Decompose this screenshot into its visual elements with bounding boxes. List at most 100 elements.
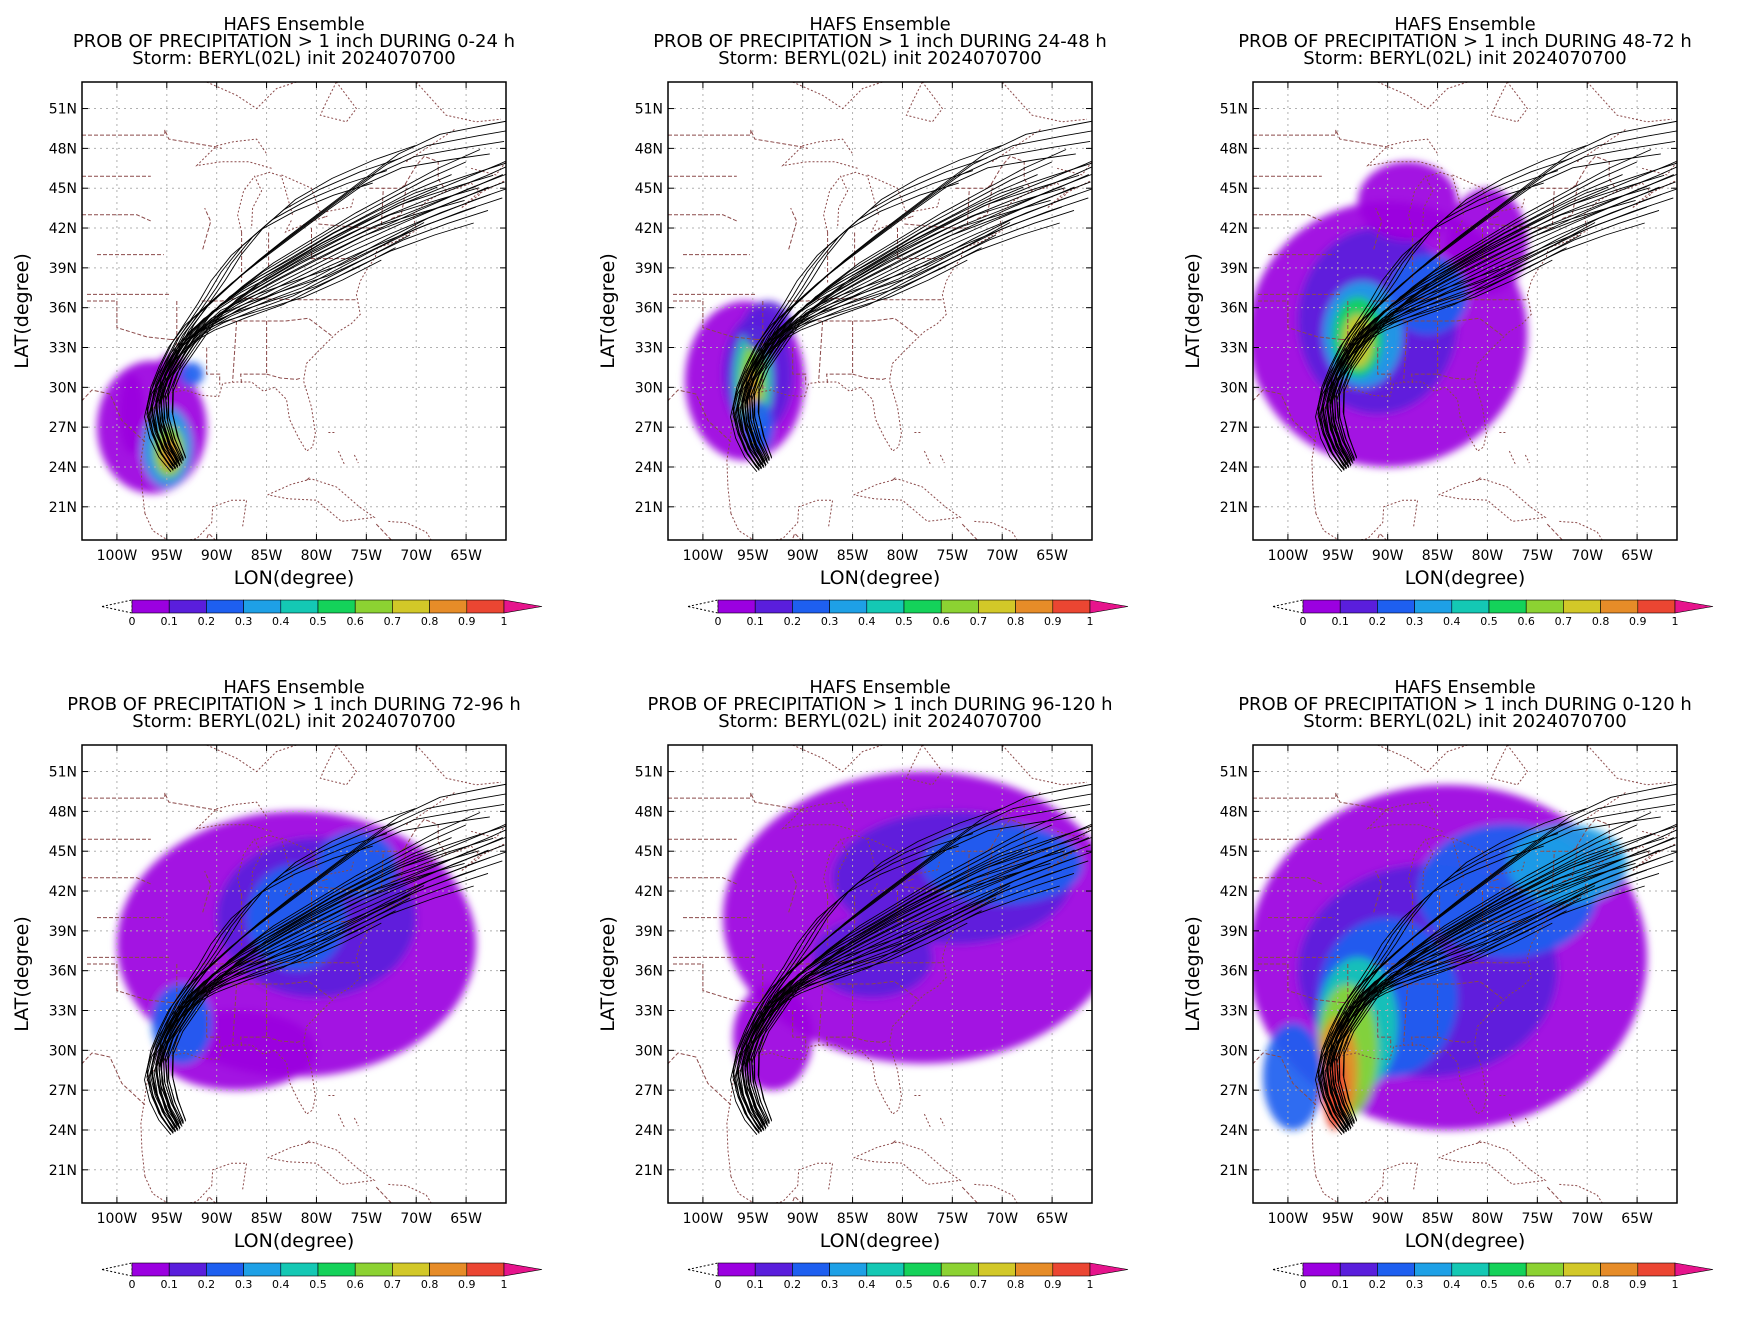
- lon-tick-label: 80W: [887, 1211, 919, 1227]
- border-line: [82, 129, 222, 149]
- track-line: [158, 222, 474, 462]
- border-line: [232, 320, 238, 383]
- track-line: [735, 922, 968, 1131]
- coastline: [256, 834, 293, 878]
- lat-tick-label: 39N: [49, 261, 77, 277]
- colorbar-label: 0.7: [1555, 615, 1573, 628]
- y-axis-label: LAT(degree): [1182, 253, 1204, 369]
- track-line: [747, 808, 1002, 1127]
- panel-title-line3: Storm: BERYL(02L) init 2024070700: [1303, 48, 1626, 69]
- colorbar: 0 0.1 0.2 0.3 0.4 0.5 0.6 0.7 0.8 0.9 1: [1272, 599, 1714, 628]
- track-line: [753, 860, 1089, 1122]
- ensemble-tracks: [1315, 120, 1677, 472]
- track-line: [172, 823, 506, 1122]
- panel-title-line3: Storm: BERYL(02L) init 2024070700: [718, 711, 1041, 732]
- border-line: [1411, 321, 1439, 384]
- lon-tick-label: 95W: [1322, 548, 1354, 564]
- track-line: [1335, 836, 1677, 1125]
- precip-blob: [1447, 188, 1528, 295]
- coastlines: [1311, 745, 1677, 1203]
- colorbar-swatch: [1377, 599, 1415, 614]
- lat-tick-label: 39N: [635, 924, 663, 940]
- colorbar: 0 0.1 0.2 0.3 0.4 0.5 0.6 0.7 0.8 0.9 1: [687, 1262, 1129, 1291]
- coastline: [337, 450, 345, 465]
- colorbar-swatch: [717, 599, 756, 614]
- lon-tick-label: 90W: [787, 548, 819, 564]
- coastline: [1427, 171, 1464, 215]
- border-line: [232, 983, 238, 1046]
- colorbar-label: 0.4: [1443, 615, 1461, 628]
- lat-tick-label: 36N: [635, 964, 663, 980]
- y-axis-label: LAT(degree): [11, 253, 33, 369]
- colorbar-swatch: [1302, 599, 1341, 614]
- coastlines: [726, 745, 1092, 1203]
- coastline: [923, 1113, 931, 1128]
- lon-tick-label: 75W: [936, 1211, 968, 1227]
- coastline: [1001, 745, 1088, 786]
- lat-tick-label: 33N: [635, 341, 663, 357]
- coastline: [1508, 450, 1516, 465]
- lon-tick-label: 65W: [1036, 548, 1068, 564]
- lon-tick-label: 100W: [683, 1211, 724, 1227]
- colorbar-swatch: [206, 599, 244, 614]
- colorbar-label: 0.9: [458, 1278, 476, 1291]
- track-line: [750, 173, 1092, 462]
- border-line: [116, 301, 171, 340]
- border-line: [817, 317, 918, 336]
- border-line: [826, 321, 854, 384]
- coastline: [974, 1183, 1018, 1203]
- colorbar-over-arrow: [503, 1262, 543, 1277]
- colorbar-label: 0.6: [932, 615, 950, 628]
- border-line: [1562, 188, 1578, 220]
- colorbar-label: 0.7: [970, 1278, 988, 1291]
- lat-tick-label: 30N: [1220, 380, 1248, 396]
- coastline: [144, 499, 248, 540]
- track-line: [167, 860, 503, 1122]
- track-line: [155, 130, 506, 468]
- track-line: [758, 823, 1092, 1122]
- track-line: [1334, 209, 1660, 460]
- panel-title-line3: Storm: BERYL(02L) init 2024070700: [718, 48, 1041, 69]
- ensemble-tracks: [1315, 783, 1677, 1135]
- track-line: [161, 145, 416, 464]
- border-line: [1376, 532, 1405, 540]
- lat-tick-label: 48N: [635, 141, 663, 157]
- border-line: [206, 1010, 221, 1048]
- y-axis-label: LAT(degree): [597, 253, 619, 369]
- colorbar-label: 0: [129, 615, 136, 628]
- colorbar-label: 1: [501, 1278, 508, 1291]
- track-line: [163, 872, 489, 1123]
- border-line: [1253, 1052, 1317, 1106]
- lon-tick-label: 95W: [151, 548, 183, 564]
- colorbar-label: 0.1: [746, 1278, 764, 1291]
- coastline: [1377, 745, 1468, 773]
- lon-tick-label: 90W: [201, 1211, 233, 1227]
- x-axis-label: LON(degree): [234, 1230, 355, 1252]
- lon-tick-label: 65W: [1621, 548, 1653, 564]
- coastline: [726, 179, 1092, 514]
- colorbar-under-arrow: [687, 599, 719, 614]
- track-line: [159, 120, 506, 467]
- border-line: [668, 214, 739, 222]
- colorbar-label: 0.2: [198, 1278, 216, 1291]
- colorbar-label: 0.1: [746, 615, 764, 628]
- coastline: [237, 838, 263, 896]
- lat-tick-label: 42N: [1220, 221, 1248, 237]
- lon-tick-label: 85W: [837, 1211, 869, 1227]
- panel-title-line1: HAFS Ensemble: [809, 14, 950, 35]
- panel-title-line1: HAFS Ensemble: [1394, 677, 1535, 698]
- colorbar-over-arrow: [1089, 1262, 1129, 1277]
- border-line: [1373, 207, 1383, 250]
- colorbar-swatch: [429, 1262, 468, 1277]
- coastline: [1508, 1113, 1516, 1128]
- lat-tick-label: 33N: [1220, 341, 1248, 357]
- lon-tick-label: 90W: [1372, 1211, 1404, 1227]
- map-frame: [667, 744, 1093, 1204]
- colorbar-swatch: [1052, 599, 1091, 614]
- border-line: [668, 792, 808, 812]
- coastline: [144, 1162, 248, 1203]
- colorbar-label: 0.9: [1629, 1278, 1647, 1291]
- colorbar-label: 1: [1672, 615, 1679, 628]
- colorbar-swatch: [792, 599, 830, 614]
